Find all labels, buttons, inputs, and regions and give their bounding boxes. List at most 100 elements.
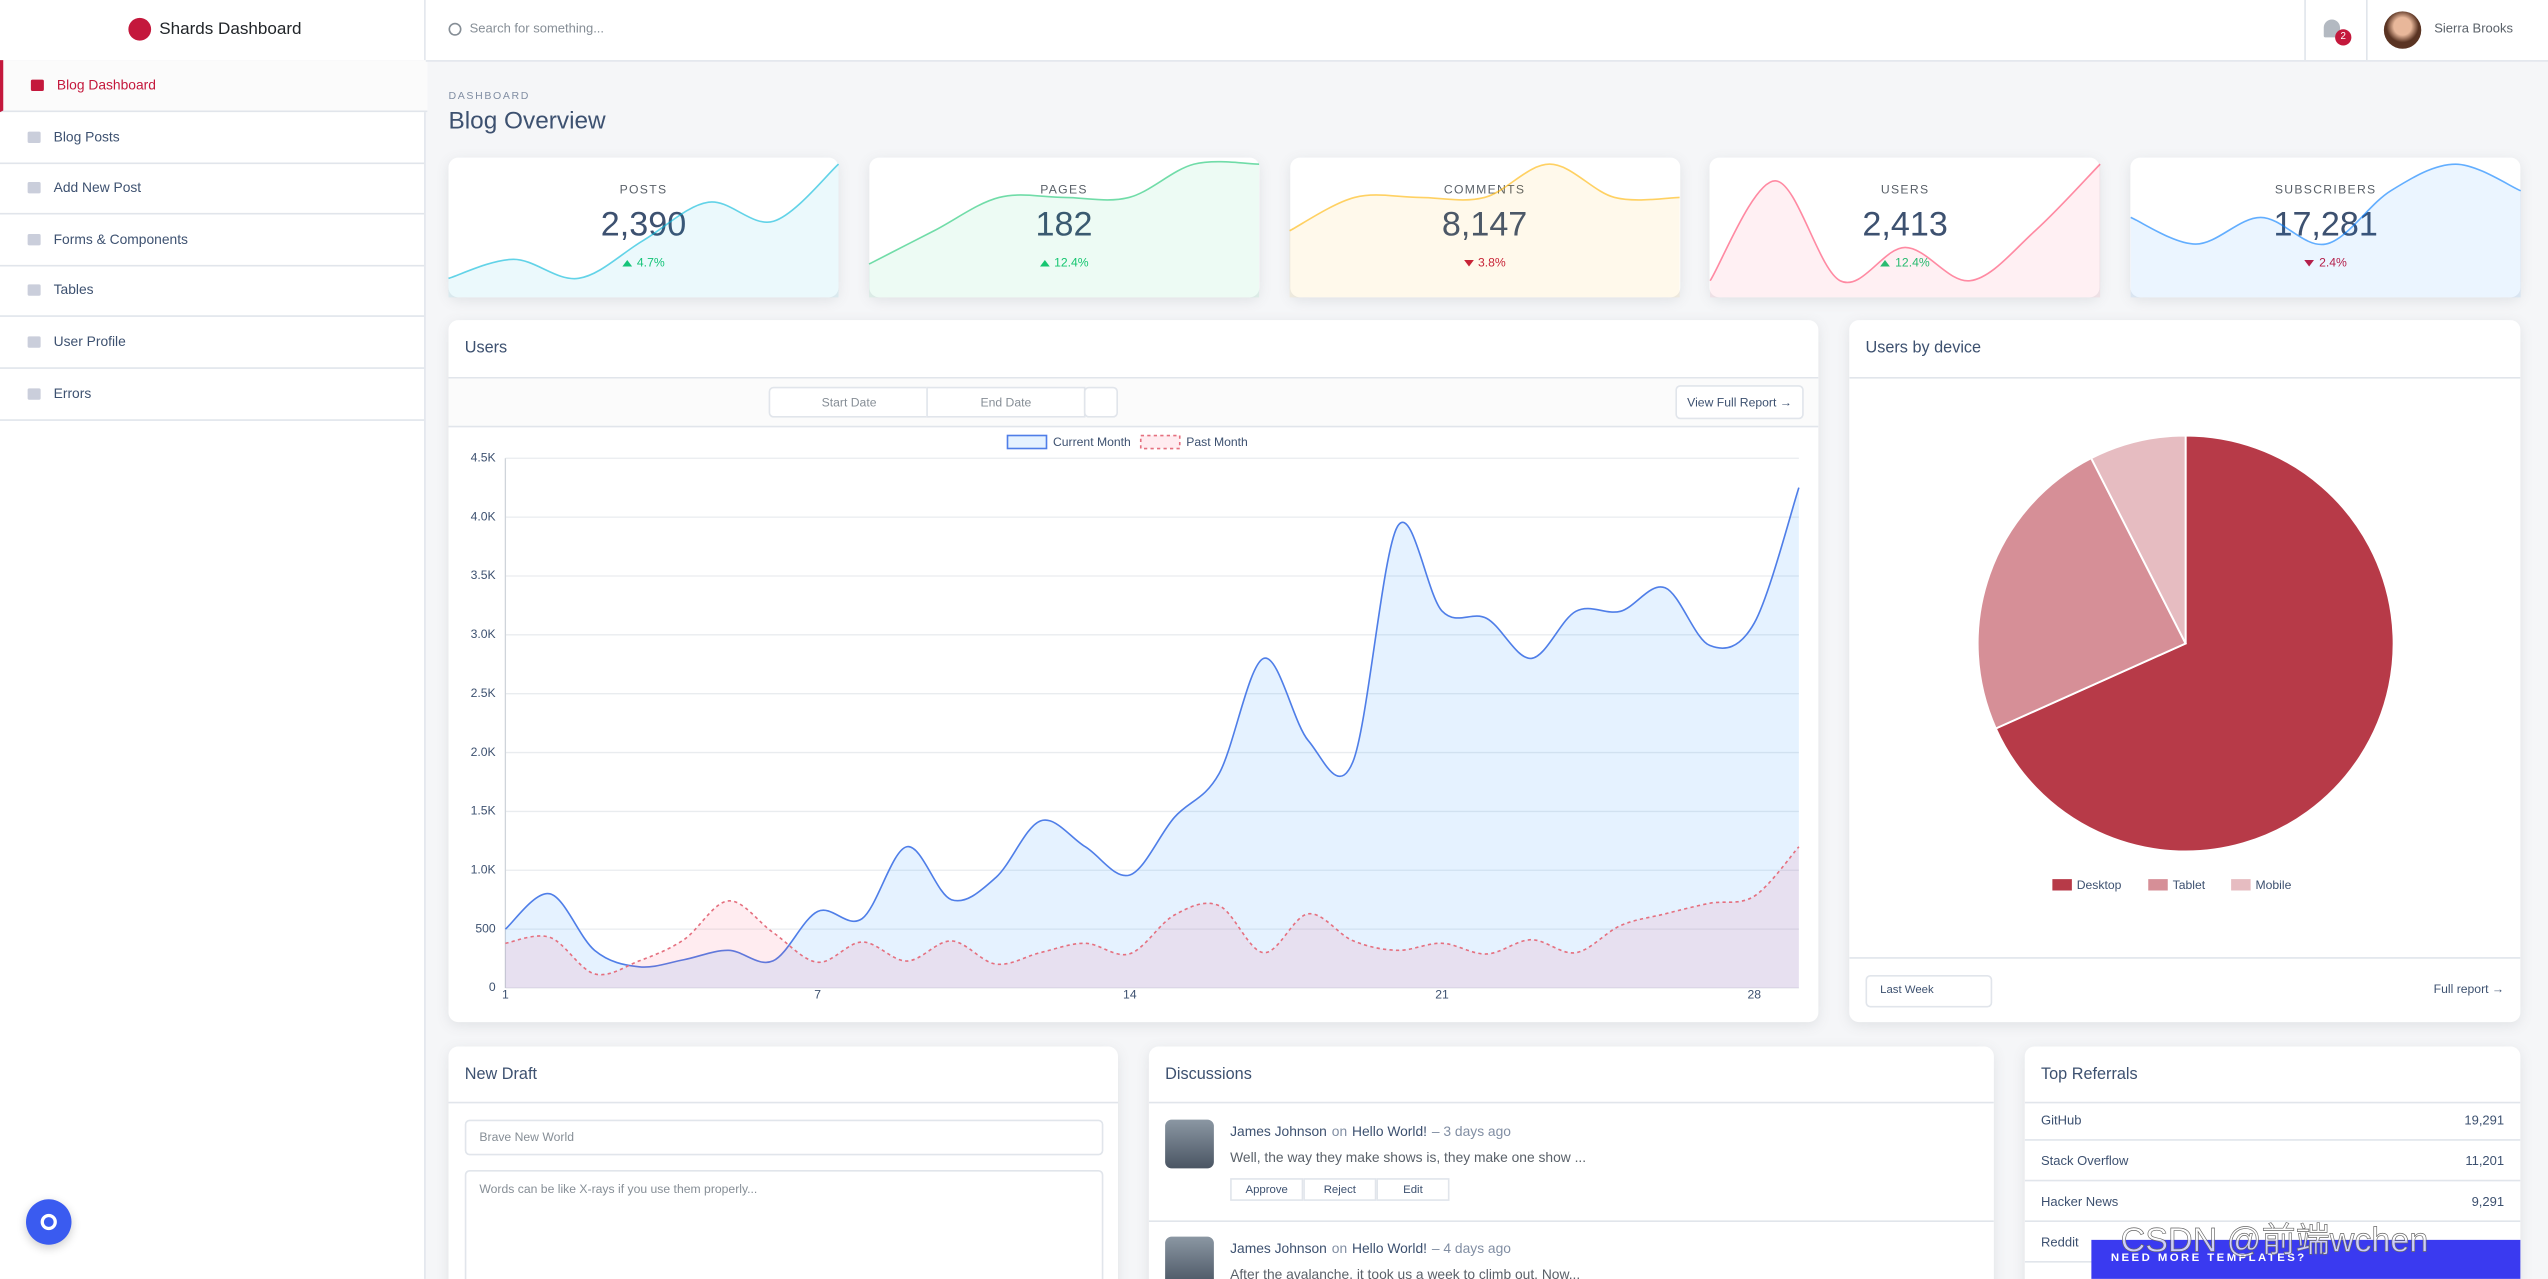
end-date[interactable]: End Date	[926, 386, 1086, 418]
referral-name[interactable]: Stack Overflow	[2041, 1153, 2129, 1169]
comment-author[interactable]: James Johnson	[1230, 1122, 1327, 1140]
divider	[1148, 1220, 1994, 1222]
menu-item[interactable]: Blog Posts	[0, 111, 425, 164]
referral-count: 9,291	[2471, 1194, 2505, 1209]
menu-icon	[27, 182, 41, 194]
referral-count: 19,291	[2464, 1113, 2505, 1128]
comment-author[interactable]: James Johnson	[1230, 1239, 1327, 1257]
stat-change-row: 3.8%	[1290, 255, 1680, 270]
comment-text: After the avalanche, it took us a week t…	[1230, 1265, 1581, 1279]
full-report-link[interactable]: Full report →	[2433, 981, 2505, 997]
menu-item[interactable]: Blog Dashboard	[0, 60, 428, 113]
comment-meta: James Johnson on Hello World! – 3 days ago	[1230, 1123, 1516, 1139]
stat-change: 2.4%	[2319, 255, 2347, 270]
stat-value: 8,147	[1441, 206, 1528, 244]
action-button[interactable]: Approve	[1230, 1178, 1304, 1201]
avatar	[1165, 1236, 1214, 1279]
view-report-button[interactable]: View Full Report →	[1675, 385, 1804, 420]
users-card: Users Start Date End Date View Full Repo…	[448, 320, 1819, 1023]
action-button[interactable]: Edit	[1376, 1178, 1450, 1201]
promo-banner[interactable]: NEED MORE TEMPLATES?	[2091, 1239, 2521, 1279]
logo	[128, 17, 152, 41]
stat-card: USERS 2,413 12.4%	[1710, 157, 2101, 298]
divider	[2024, 1139, 2521, 1141]
trend-arrow	[622, 259, 633, 266]
brand[interactable]: Shards Dashboard	[159, 19, 302, 40]
device-card: Users by device Last Week Full report →	[1849, 320, 2521, 1023]
stat-change-row: 12.4%	[869, 255, 1259, 270]
comment-text: Well, the way they make shows is, they m…	[1230, 1148, 1587, 1166]
stat-value: 17,281	[2273, 206, 2378, 244]
divider	[2024, 1220, 2521, 1222]
stat-card: SUBSCRIBERS 17,281 2.4%	[2130, 157, 2521, 298]
stat-value: 182	[1035, 206, 1093, 244]
page-subtitle: DASHBOARD	[448, 91, 531, 103]
comment-on: on	[1331, 1122, 1348, 1140]
search-input[interactable]: Search for something...	[469, 21, 605, 36]
toolbar	[448, 378, 1819, 428]
stat-label: USERS	[1880, 182, 1930, 197]
menu-label[interactable]: Forms & Components	[53, 230, 188, 247]
action-button[interactable]: Reject	[1303, 1178, 1377, 1201]
card-title: Users	[464, 339, 508, 358]
search-icon	[448, 22, 462, 36]
body-input[interactable]: Words can be like X-rays if you use them…	[464, 1170, 1104, 1279]
stat-change: 12.4%	[1054, 255, 1089, 270]
comment-post[interactable]: Hello World!	[1352, 1122, 1428, 1140]
stat-change-row: 2.4%	[2131, 255, 2521, 270]
settings-button[interactable]	[26, 1199, 72, 1245]
user-name[interactable]: Sierra Brooks	[2434, 21, 2514, 36]
menu-item[interactable]: Tables	[0, 266, 425, 318]
trend-arrow	[1039, 259, 1050, 266]
referral-name[interactable]: Hacker News	[2041, 1194, 2119, 1209]
watermark: CSDN @前端wchen	[2120, 1222, 2429, 1260]
card-title: Users by device	[1865, 339, 1982, 358]
card-title: New Draft	[464, 1066, 537, 1084]
period-select[interactable]: Last Week	[1865, 975, 1993, 1008]
avatar[interactable]	[2383, 11, 2422, 49]
stat-label: PAGES	[1040, 182, 1088, 197]
stat-change: 4.7%	[636, 255, 665, 270]
brand-bar: Shards Dashboard	[0, 0, 425, 62]
trend-arrow	[1880, 259, 1891, 266]
menu-icon	[27, 233, 41, 246]
sidebar: Shards Dashboard Blog Dashboard Blog Post…	[0, 0, 428, 1279]
top-nav: Search for something... 2 Sierra Brooks	[425, 0, 2548, 62]
title-input[interactable]: Brave New World	[464, 1119, 1104, 1156]
menu-item[interactable]: Errors	[0, 368, 425, 421]
menu-label[interactable]: Blog Dashboard	[56, 76, 156, 93]
new-draft-card: New Draft Brave New World Words can be l…	[448, 1046, 1118, 1279]
menu-label[interactable]: Add New Post	[53, 179, 142, 196]
menu-item[interactable]: User Profile	[0, 317, 425, 369]
stat-change-row: 4.7%	[449, 255, 839, 270]
comment-meta: James Johnson on Hello World! – 4 days ago	[1230, 1240, 1516, 1256]
menu-label[interactable]: Errors	[53, 384, 92, 401]
referral-name[interactable]: Reddit	[2041, 1235, 2079, 1250]
menu-label[interactable]: Tables	[53, 281, 94, 299]
stat-label: COMMENTS	[1443, 182, 1526, 197]
menu-label[interactable]: User Profile	[53, 333, 126, 350]
menu-icon	[30, 79, 44, 91]
menu-icon	[27, 336, 41, 348]
stat-label: SUBSCRIBERS	[2274, 182, 2377, 197]
discussions-card: Discussions James Johnson on Hello World! –…	[1148, 1046, 1994, 1279]
stat-change: 3.8%	[1477, 255, 1506, 270]
comment-time: – 4 days ago	[1431, 1239, 1511, 1257]
stat-change-row: 12.4%	[1710, 255, 2100, 270]
gear-icon	[40, 1213, 57, 1231]
start-date[interactable]: Start Date	[768, 386, 930, 418]
comment-time: – 3 days ago	[1431, 1122, 1511, 1140]
menu-item[interactable]: Add New Post	[0, 163, 425, 215]
stat-value: 2,390	[600, 206, 687, 244]
menu-icon	[27, 285, 41, 297]
referral-name[interactable]: GitHub	[2041, 1113, 2082, 1128]
referral-count: 11,201	[2465, 1153, 2505, 1169]
stat-card: COMMENTS 8,147 3.8%	[1289, 157, 1680, 298]
menu-item[interactable]: Forms & Components	[0, 214, 425, 267]
menu-label[interactable]: Blog Posts	[53, 127, 120, 144]
stat-label: POSTS	[619, 182, 668, 197]
calendar-button[interactable]	[1083, 386, 1118, 418]
comment-post[interactable]: Hello World!	[1352, 1239, 1428, 1257]
